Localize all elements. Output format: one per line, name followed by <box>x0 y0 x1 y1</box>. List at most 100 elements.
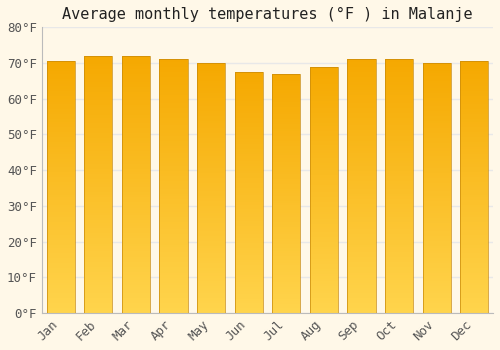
Bar <box>234 168 262 171</box>
Bar <box>272 201 300 203</box>
Bar <box>122 154 150 156</box>
Bar <box>197 248 225 251</box>
Bar <box>234 91 262 94</box>
Bar <box>234 188 262 190</box>
Bar <box>460 273 488 275</box>
Bar <box>46 152 74 154</box>
Bar <box>160 303 188 306</box>
Bar <box>310 219 338 222</box>
Bar <box>160 199 188 202</box>
Bar <box>310 106 338 108</box>
Bar <box>460 86 488 89</box>
Bar <box>46 228 74 230</box>
Bar <box>310 66 338 69</box>
Bar <box>46 74 74 76</box>
Bar <box>234 193 262 195</box>
Bar <box>422 98 451 100</box>
Bar <box>348 181 376 184</box>
Bar <box>272 160 300 162</box>
Bar <box>160 168 188 171</box>
Bar <box>460 298 488 301</box>
Bar <box>46 197 74 200</box>
Bar <box>84 254 112 257</box>
Bar <box>310 143 338 146</box>
Bar <box>234 287 262 289</box>
Bar <box>46 129 74 132</box>
Bar <box>348 222 376 224</box>
Bar <box>348 64 376 67</box>
Bar <box>272 124 300 126</box>
Bar <box>348 184 376 186</box>
Bar <box>272 126 300 129</box>
Bar <box>46 134 74 137</box>
Bar <box>422 118 451 120</box>
Bar <box>84 131 112 133</box>
Bar <box>122 167 150 169</box>
Bar <box>272 95 300 98</box>
Bar <box>272 129 300 131</box>
Bar <box>348 75 376 77</box>
Bar <box>460 157 488 160</box>
Bar <box>310 281 338 284</box>
Bar <box>348 88 376 90</box>
Bar <box>348 186 376 189</box>
Bar <box>84 159 112 161</box>
Bar <box>272 81 300 83</box>
Bar <box>160 227 188 229</box>
Bar <box>197 93 225 96</box>
Bar <box>84 138 112 141</box>
Bar <box>84 128 112 131</box>
Bar <box>234 195 262 197</box>
Bar <box>272 114 300 117</box>
Bar <box>272 194 300 196</box>
Bar <box>160 234 188 237</box>
Bar <box>234 284 262 287</box>
Bar <box>46 122 74 124</box>
Bar <box>272 251 300 253</box>
Bar <box>160 85 188 88</box>
Bar <box>385 239 413 242</box>
Bar <box>160 222 188 224</box>
Bar <box>385 125 413 128</box>
Bar <box>197 163 225 166</box>
Bar <box>234 238 262 241</box>
Bar <box>348 245 376 247</box>
Bar <box>310 155 338 158</box>
Bar <box>310 126 338 128</box>
Bar <box>197 161 225 163</box>
Bar <box>310 91 338 94</box>
Bar <box>197 166 225 168</box>
Bar <box>84 64 112 66</box>
Bar <box>122 290 150 293</box>
Bar <box>84 133 112 135</box>
Bar <box>460 200 488 202</box>
Bar <box>234 125 262 127</box>
Bar <box>234 149 262 152</box>
Bar <box>46 280 74 283</box>
Bar <box>122 200 150 203</box>
Bar <box>310 182 338 185</box>
Bar <box>348 295 376 298</box>
Bar <box>422 68 451 70</box>
Bar <box>310 257 338 259</box>
Bar <box>272 277 300 280</box>
Bar <box>385 115 413 118</box>
Bar <box>422 258 451 261</box>
Bar <box>310 190 338 192</box>
Bar <box>385 206 413 209</box>
Bar <box>46 215 74 217</box>
Bar <box>160 217 188 219</box>
Bar <box>460 169 488 172</box>
Bar <box>385 103 413 105</box>
Bar <box>122 112 150 115</box>
Bar <box>310 158 338 160</box>
Bar <box>422 100 451 103</box>
Bar <box>460 74 488 76</box>
Bar <box>272 270 300 272</box>
Bar <box>122 141 150 144</box>
Bar <box>122 228 150 231</box>
Bar <box>348 262 376 265</box>
Bar <box>348 90 376 92</box>
Bar <box>348 204 376 206</box>
Bar <box>460 285 488 288</box>
